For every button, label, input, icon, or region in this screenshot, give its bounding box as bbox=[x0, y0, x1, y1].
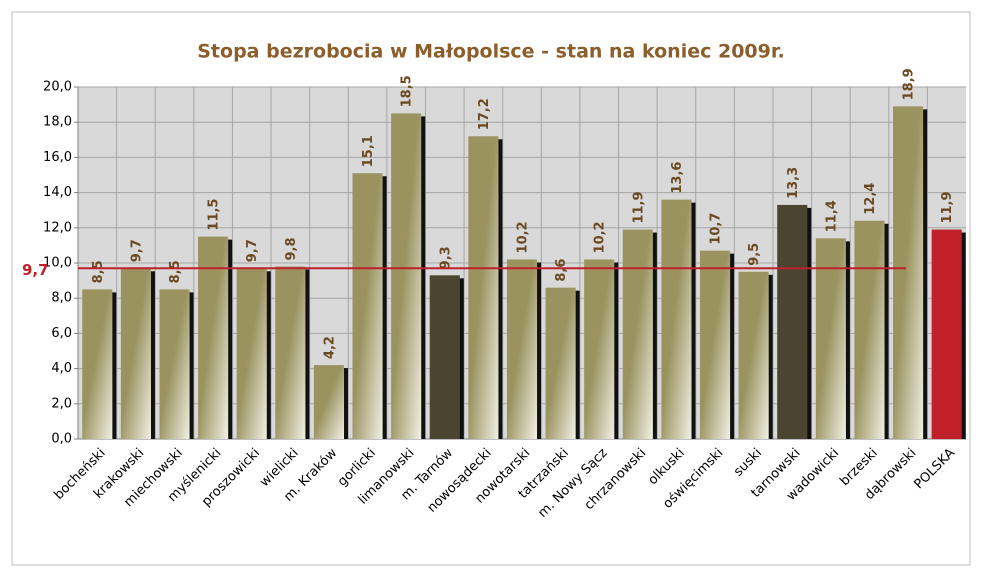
bar bbox=[738, 271, 769, 439]
bar bbox=[468, 136, 499, 439]
bar bbox=[391, 113, 422, 440]
y-tick-label: 16,0 bbox=[43, 150, 72, 165]
y-tick-label: 12,0 bbox=[43, 220, 72, 235]
bar bbox=[931, 229, 962, 439]
bar bbox=[120, 268, 151, 439]
value-label: 13,6 bbox=[670, 162, 685, 194]
bar bbox=[236, 268, 267, 439]
value-label: 4,2 bbox=[322, 336, 337, 359]
bar bbox=[584, 259, 615, 439]
bar bbox=[313, 365, 345, 439]
bar bbox=[275, 266, 306, 439]
value-label: 10,2 bbox=[593, 221, 608, 253]
bar bbox=[622, 229, 653, 439]
y-tick-label: 14,0 bbox=[43, 185, 72, 200]
value-label: 9,7 bbox=[245, 239, 260, 262]
bar bbox=[506, 259, 538, 439]
y-tick-label: 18,0 bbox=[43, 115, 72, 130]
value-label: 18,5 bbox=[400, 75, 415, 107]
y-tick-label: 8,0 bbox=[51, 291, 72, 306]
value-label: 8,5 bbox=[168, 260, 183, 283]
bar bbox=[198, 236, 229, 439]
y-tick-label: 4,0 bbox=[51, 361, 72, 376]
value-label: 9,5 bbox=[747, 243, 762, 266]
bar bbox=[429, 275, 460, 439]
bar bbox=[82, 289, 113, 439]
value-label: 15,1 bbox=[361, 135, 376, 167]
value-label: 17,2 bbox=[477, 98, 492, 130]
value-label: 11,9 bbox=[940, 191, 955, 223]
bar bbox=[854, 220, 885, 439]
bar bbox=[777, 204, 808, 439]
bar bbox=[661, 199, 692, 439]
y-tick-label: 0,0 bbox=[51, 432, 72, 447]
reference-label: 9,7 bbox=[22, 261, 49, 279]
bar bbox=[159, 289, 190, 439]
bar bbox=[699, 250, 731, 439]
y-tick-label: 20,0 bbox=[43, 80, 72, 95]
value-label: 11,5 bbox=[207, 199, 222, 231]
bar bbox=[352, 173, 383, 440]
value-label: 11,9 bbox=[631, 191, 646, 223]
value-label: 8,6 bbox=[554, 259, 569, 282]
value-label: 9,7 bbox=[129, 239, 144, 262]
value-label: 18,9 bbox=[902, 68, 917, 100]
value-label: 9,3 bbox=[438, 246, 453, 269]
bar bbox=[545, 287, 576, 439]
value-label: 11,4 bbox=[824, 200, 839, 232]
value-label: 9,8 bbox=[284, 237, 299, 260]
y-tick-label: 10,0 bbox=[43, 256, 72, 271]
value-label: 10,7 bbox=[709, 213, 724, 245]
value-label: 10,2 bbox=[516, 221, 531, 253]
y-tick-label: 2,0 bbox=[51, 396, 72, 411]
chart-title: Stopa bezrobocia w Małopolsce - stan na … bbox=[197, 41, 785, 63]
bar bbox=[893, 106, 924, 440]
y-tick-label: 6,0 bbox=[51, 326, 72, 341]
value-label: 8,5 bbox=[91, 260, 106, 283]
bar bbox=[815, 238, 846, 439]
value-label: 13,3 bbox=[786, 167, 801, 199]
value-label: 12,4 bbox=[863, 183, 878, 215]
